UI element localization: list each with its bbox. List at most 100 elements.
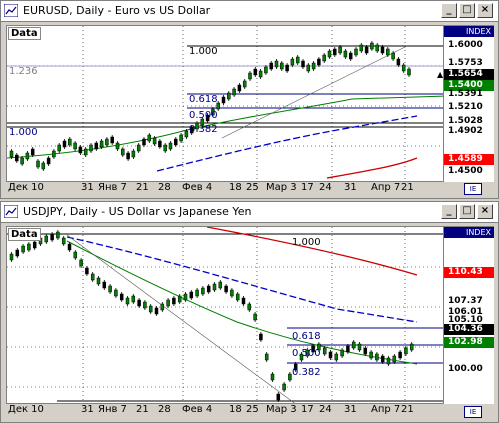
candle-body [154,307,159,315]
candle-body [174,138,178,146]
candle-body [235,293,240,301]
fib-label-1236: 1.236 [9,66,38,77]
index-label: INDEX [444,26,494,37]
chart-window-usdjpy[interactable]: USDJPY, Daily - US Dollar vs Japanese Ye… [0,201,499,423]
candle-body [391,52,395,60]
candle-body [237,84,242,92]
candle-body [404,347,408,355]
candle-body [9,253,14,261]
close-button[interactable]: × [477,3,493,18]
minimize-button[interactable]: _ [441,204,457,219]
candle-body [89,144,93,152]
candle-body [205,114,210,122]
candle-body [322,54,326,62]
candle-body [370,42,374,50]
maximize-button[interactable]: □ [459,3,475,18]
candle-body [380,46,385,54]
candle-body [68,138,72,146]
window-title: EURUSD, Daily - Euro vs US Dollar [23,4,211,17]
price-axis: INDEX 110.43 107.37 106.01 105.10 104.36… [444,226,494,404]
ie-button[interactable]: IE [464,183,482,195]
candle-body [27,243,31,251]
candle-body [119,293,124,301]
price-label: 1.5753 [448,58,483,68]
candle-body [285,64,289,72]
candle-body [184,130,189,138]
candle-body [375,353,379,361]
time-axis-label: 17 [301,182,314,193]
time-axis-label: Мар 3 [266,404,297,415]
candle-body [363,347,368,355]
candle-body [131,295,136,303]
candle-body [380,355,385,363]
fib-label-0618: 0.618 [292,331,321,342]
candle-body [293,363,298,371]
price-label: 100.00 [448,364,483,374]
candle-body [114,289,118,297]
fib-label-0500: 0.500 [189,110,218,121]
candle-body [90,273,95,281]
price-chart-area[interactable]: Data 1.000 0.618 0.500 0.382 [6,226,444,404]
candle-body [211,108,215,116]
candle-body [227,92,231,100]
candle-body [248,72,252,80]
chart-window-icon [4,4,18,17]
candle-body [346,345,350,353]
price-chart-area[interactable]: Data 1.000 1.236 0.618 0.500 0.382 1.000 [6,25,444,182]
ie-button[interactable]: IE [464,406,482,418]
candle-body [338,46,342,54]
time-axis-label: 18 [229,182,242,193]
candle-body [56,231,60,239]
candle-body [247,303,252,311]
price-chart-svg [7,227,443,403]
candle-body [73,251,78,259]
candle-body [110,136,114,144]
candle-body [9,150,14,158]
candle-body [177,295,182,303]
time-axis: Дек 10 31 Янв 7 21 28 Фев 4 18 25 Мар 3 17 24 31 Апр… [6,182,444,195]
time-axis-label: Дек 10 [8,404,44,415]
candle-body [201,287,205,295]
candle-body [125,297,130,305]
candle-body [386,357,391,365]
time-axis-label: 21 [136,182,149,193]
candle-body [41,162,46,170]
chart-window-eurusd[interactable]: EURUSD, Daily - Euro vs US Dollar _ □ × … [0,0,499,199]
candle-body [306,64,311,72]
candle-body [189,126,194,134]
price-axis: INDEX 1.6000 1.5753 ▲ 1.5654 1.5400 1.53… [437,25,494,182]
candle-body [50,233,54,241]
time-axis-label: Апр 7 [371,182,401,193]
price-label: 1.4500 [448,166,483,176]
candle-body [299,353,304,361]
candle-body [15,154,19,162]
moving-average-green [66,240,418,365]
candle-body [224,285,228,293]
candle-body [398,351,402,359]
candle-body [232,88,236,96]
candle-body [392,355,397,363]
candle-body [15,249,20,257]
candle-body [311,62,316,70]
fib-label-0382: 0.382 [292,367,321,378]
window-titlebar[interactable]: USDJPY, Daily - US Dollar vs Japanese Ye… [1,202,498,223]
window-titlebar[interactable]: EURUSD, Daily - Euro vs US Dollar _ □ × [1,1,498,22]
fib-label-1000-bottom: 1.000 [9,127,38,138]
candle-body [78,146,83,154]
time-axis-label: 25 [246,404,259,415]
time-axis-label: Апр 7 [371,404,401,415]
candle-body [96,277,101,285]
candle-body [216,102,220,110]
candle-body [200,118,205,126]
maximize-button[interactable]: □ [459,204,475,219]
candle-body [36,160,40,168]
chart-window-icon [4,205,18,218]
price-label: 1.6000 [448,40,483,50]
close-button[interactable]: × [477,204,493,219]
candle-body [147,134,152,142]
candle-body [115,142,120,150]
candle-body [160,303,165,311]
minimize-button[interactable]: _ [441,3,457,18]
candle-body [94,142,99,150]
candle-body [221,96,226,104]
